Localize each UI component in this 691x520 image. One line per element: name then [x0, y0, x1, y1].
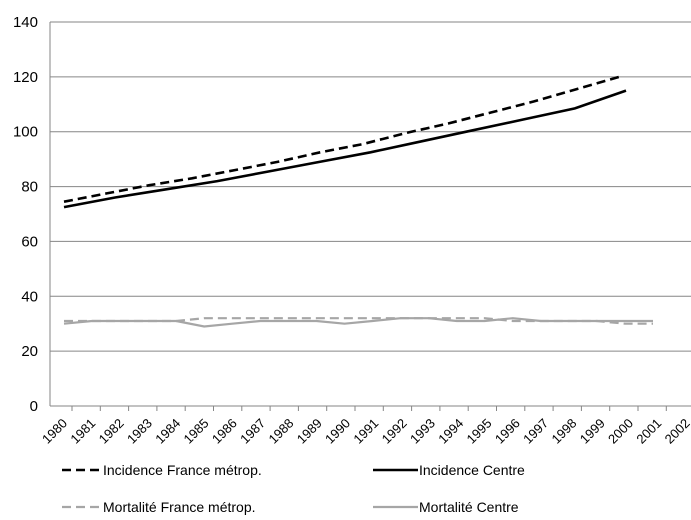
x-tick-label: 1986 — [209, 416, 240, 447]
x-tick-label: 1994 — [435, 416, 466, 447]
y-tick-label: 100 — [13, 124, 38, 141]
x-tick-label: 1987 — [237, 416, 268, 447]
x-tick-label: 2002 — [662, 416, 691, 447]
y-tick-label: 80 — [21, 179, 38, 196]
x-tick-label: 1988 — [265, 416, 296, 447]
x-tick-label: 1995 — [464, 416, 495, 447]
legend-label: Mortalité France métrop. — [103, 499, 256, 515]
y-tick-labels: 0 20 40 60 80 100 120 140 — [13, 14, 38, 415]
legend-item-3: Mortalité Centre — [373, 499, 519, 515]
y-tick-label: 40 — [21, 288, 38, 305]
y-tick-label: 60 — [21, 233, 38, 250]
y-tick-label: 120 — [13, 69, 38, 86]
legend-item-1: Incidence Centre — [373, 462, 525, 478]
y-tick-label: 20 — [21, 343, 38, 360]
x-tick-label: 1992 — [379, 416, 410, 447]
x-tick-label: 2001 — [633, 416, 664, 447]
x-tick-label: 1996 — [492, 416, 523, 447]
series-line-0 — [63, 75, 620, 203]
x-tick-label: 1983 — [124, 416, 155, 447]
legend-item-2: Mortalité France métrop. — [62, 499, 256, 515]
y-tick-label: 140 — [13, 14, 38, 31]
legend: Incidence France métrop. Incidence Centre… — [62, 462, 525, 515]
legend-item-0: Incidence France métrop. — [62, 462, 262, 478]
x-tick-label: 1993 — [407, 416, 438, 447]
gridlines — [50, 21, 691, 352]
x-tick-label: 1989 — [294, 416, 325, 447]
x-tick-label: 1998 — [548, 416, 579, 447]
x-tick-label: 1991 — [350, 416, 381, 447]
x-tick-label: 1980 — [39, 416, 70, 447]
x-tick-label: 1999 — [577, 416, 608, 447]
x-tick-label: 1982 — [96, 416, 127, 447]
x-tick-label: 1985 — [181, 416, 212, 447]
series-line-3 — [63, 317, 653, 328]
legend-label: Mortalité Centre — [419, 499, 519, 515]
legend-label: Incidence France métrop. — [103, 462, 262, 478]
y-tick-label: 0 — [30, 398, 38, 415]
series-line-1 — [63, 89, 627, 209]
x-tick-label: 1997 — [520, 416, 551, 447]
x-tick-label: 1990 — [322, 416, 353, 447]
legend-label: Incidence Centre — [419, 462, 525, 478]
series-lines — [63, 75, 653, 328]
x-tick-label: 1981 — [67, 416, 98, 447]
x-tick-label: 2000 — [605, 416, 636, 447]
axes — [49, 22, 691, 411]
x-tick-labels: 1980198119821983198419851986198719881989… — [39, 416, 691, 447]
x-tick-label: 1984 — [152, 416, 183, 447]
